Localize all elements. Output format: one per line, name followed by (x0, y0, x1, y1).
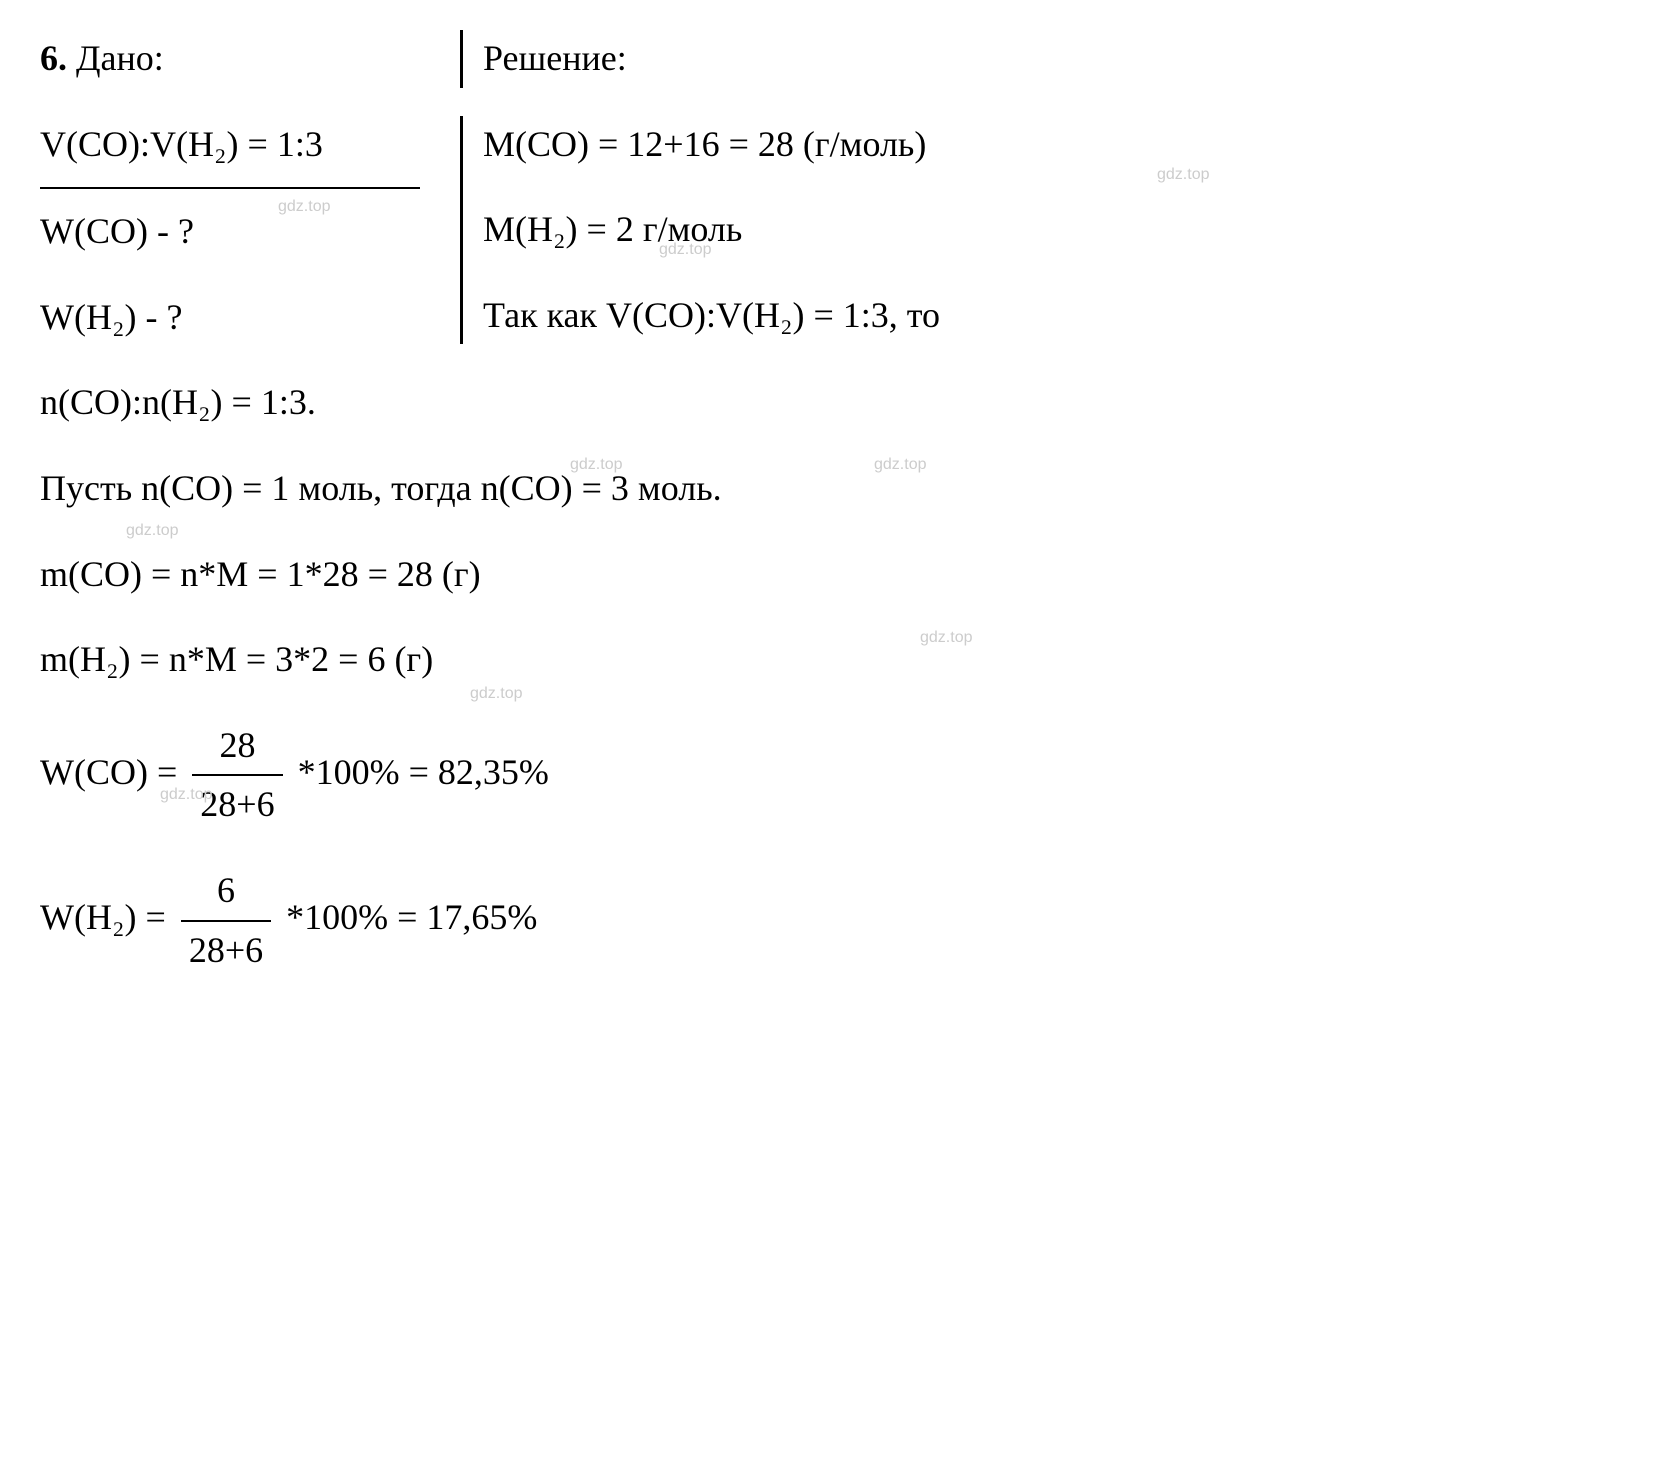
m-co-line: M(CO) = 12+16 = 28 (г/моль) gdz.top (483, 116, 1613, 174)
frac-num: 28 (192, 717, 282, 777)
reshenie-header: Решение: (460, 30, 1613, 88)
problem-header-block: 6. Дано: Решение: V(CO):V(H₂) = 1:3 W(CO… (40, 30, 1613, 346)
dano-header: 6. Дано: (40, 30, 460, 88)
header-row: 6. Дано: Решение: (40, 30, 1613, 88)
let-line: Пусть n(CO) = 1 моль, тогда n(CO) = 3 мо… (40, 460, 1613, 518)
frac-den: 28+6 (181, 922, 271, 980)
given-ratio: V(CO):V(H₂) = 1:3 (40, 116, 440, 174)
m-h2-line: M(H₂) = 2 г/моль gdz.top (483, 201, 1613, 259)
w-h2-result-line: W(H₂) = 6 28+6 *100% = 17,65% (40, 862, 1613, 979)
n-ratio-line: n(CO):n(H₂) = 1:3. (40, 374, 1613, 432)
watermark-icon: gdz.top (470, 681, 522, 707)
fraction-h2: 6 28+6 (181, 862, 271, 979)
w-h2-suffix: *100% = 17,65% (286, 897, 537, 937)
w-co-prefix: W(CO) = (40, 752, 186, 792)
row-1: V(CO):V(H₂) = 1:3 W(CO) - ? gdz.top W(H₂… (40, 116, 1613, 347)
reshenie-label: Решение: (483, 38, 627, 78)
w-h2-prefix: W(H₂) = (40, 897, 175, 937)
unknown-w-co: W(CO) - ? (40, 203, 440, 261)
watermark-icon: gdz.top (874, 452, 926, 478)
solution-block: M(CO) = 12+16 = 28 (г/моль) gdz.top M(H₂… (460, 116, 1613, 345)
given-divider (40, 187, 420, 189)
dano-label: Дано: (76, 38, 164, 78)
m-h2-calc-line: m(H₂) = n*M = 3*2 = 6 (г) gdz.top gdz.to… (40, 631, 1613, 689)
w-co-suffix: *100% = 82,35% (298, 752, 549, 792)
frac-num: 6 (181, 862, 271, 922)
watermark-icon: gdz.top (1157, 162, 1209, 188)
frac-den: 28+6 (192, 776, 282, 834)
unknown-w-h2: W(H₂) - ? (40, 289, 440, 347)
fraction-co: 28 28+6 (192, 717, 282, 834)
watermark-icon: gdz.top (920, 625, 972, 651)
ratio-explain: Так как V(CO):V(H₂) = 1:3, то (483, 287, 1613, 345)
problem-number: 6. (40, 38, 67, 78)
watermark-icon: gdz.top (126, 518, 178, 544)
given-block: V(CO):V(H₂) = 1:3 W(CO) - ? gdz.top W(H₂… (40, 116, 460, 347)
w-co-result-line: W(CO) = 28 28+6 *100% = 82,35% gdz.top (40, 717, 1613, 834)
m-co-calc-line: m(CO) = n*M = 1*28 = 28 (г) gdz.top (40, 546, 1613, 604)
